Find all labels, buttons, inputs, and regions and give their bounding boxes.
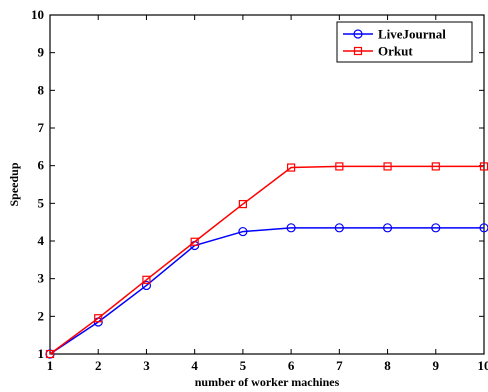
y-tick-label: 3	[38, 271, 45, 286]
y-tick-label: 9	[38, 45, 45, 60]
legend-box	[336, 21, 473, 63]
x-tick-label: 4	[191, 358, 198, 373]
data-point	[141, 280, 152, 291]
y-axis: 1 2 3 4 5 6 7 8 9 10	[31, 7, 484, 361]
y-tick-label: 5	[38, 195, 45, 210]
y-tick-label: 10	[31, 7, 44, 22]
data-point	[431, 223, 441, 233]
data-point	[287, 163, 296, 172]
legend-entry: LiveJournal	[343, 27, 446, 42]
y-tick-label: 7	[38, 120, 45, 135]
y-tick-label: 4	[38, 233, 45, 248]
x-tick-label: 7	[336, 358, 343, 373]
x-axis-label: number of worker machines	[195, 375, 340, 389]
y-tick-label: 1	[38, 346, 45, 361]
x-tick-label: 8	[384, 358, 391, 373]
data-point	[335, 162, 344, 171]
data-point	[431, 162, 440, 171]
legend-marker	[353, 46, 363, 56]
x-tick-label: 3	[143, 358, 150, 373]
data-point	[45, 349, 55, 359]
x-tick-label: 2	[95, 358, 102, 373]
legend-entry: Orkut	[343, 44, 413, 59]
series-layer	[45, 162, 488, 359]
y-axis-label: Speedup	[7, 162, 21, 206]
x-tick-label: 1	[47, 358, 54, 373]
legend-label: Orkut	[378, 44, 413, 59]
x-tick-label: 9	[433, 358, 440, 373]
data-point	[238, 226, 248, 237]
series-line-livejournal	[49, 227, 484, 355]
data-point	[383, 162, 392, 171]
data-point	[238, 199, 247, 209]
x-tick-label: 10	[478, 358, 488, 373]
x-tick-label: 6	[288, 358, 295, 373]
series-line-orkut	[49, 165, 484, 355]
x-axis: 1 2 3 4 5 6 7 8 9 10	[47, 15, 488, 373]
x-tick-label: 5	[240, 358, 247, 373]
series-orkut	[45, 162, 488, 359]
legend-marker	[353, 29, 363, 39]
y-tick-label: 2	[38, 308, 45, 323]
data-point	[479, 223, 488, 233]
data-point	[190, 237, 199, 246]
plot-area	[49, 14, 485, 355]
data-point	[142, 275, 151, 284]
y-tick-label: 6	[38, 158, 45, 173]
legend-label: LiveJournal	[378, 27, 446, 42]
y-tick-label: 8	[38, 82, 45, 97]
legend: LiveJournal Orkut	[336, 21, 473, 63]
data-point	[334, 223, 344, 233]
data-point	[94, 314, 103, 323]
data-point	[286, 223, 296, 233]
data-point	[382, 223, 393, 233]
